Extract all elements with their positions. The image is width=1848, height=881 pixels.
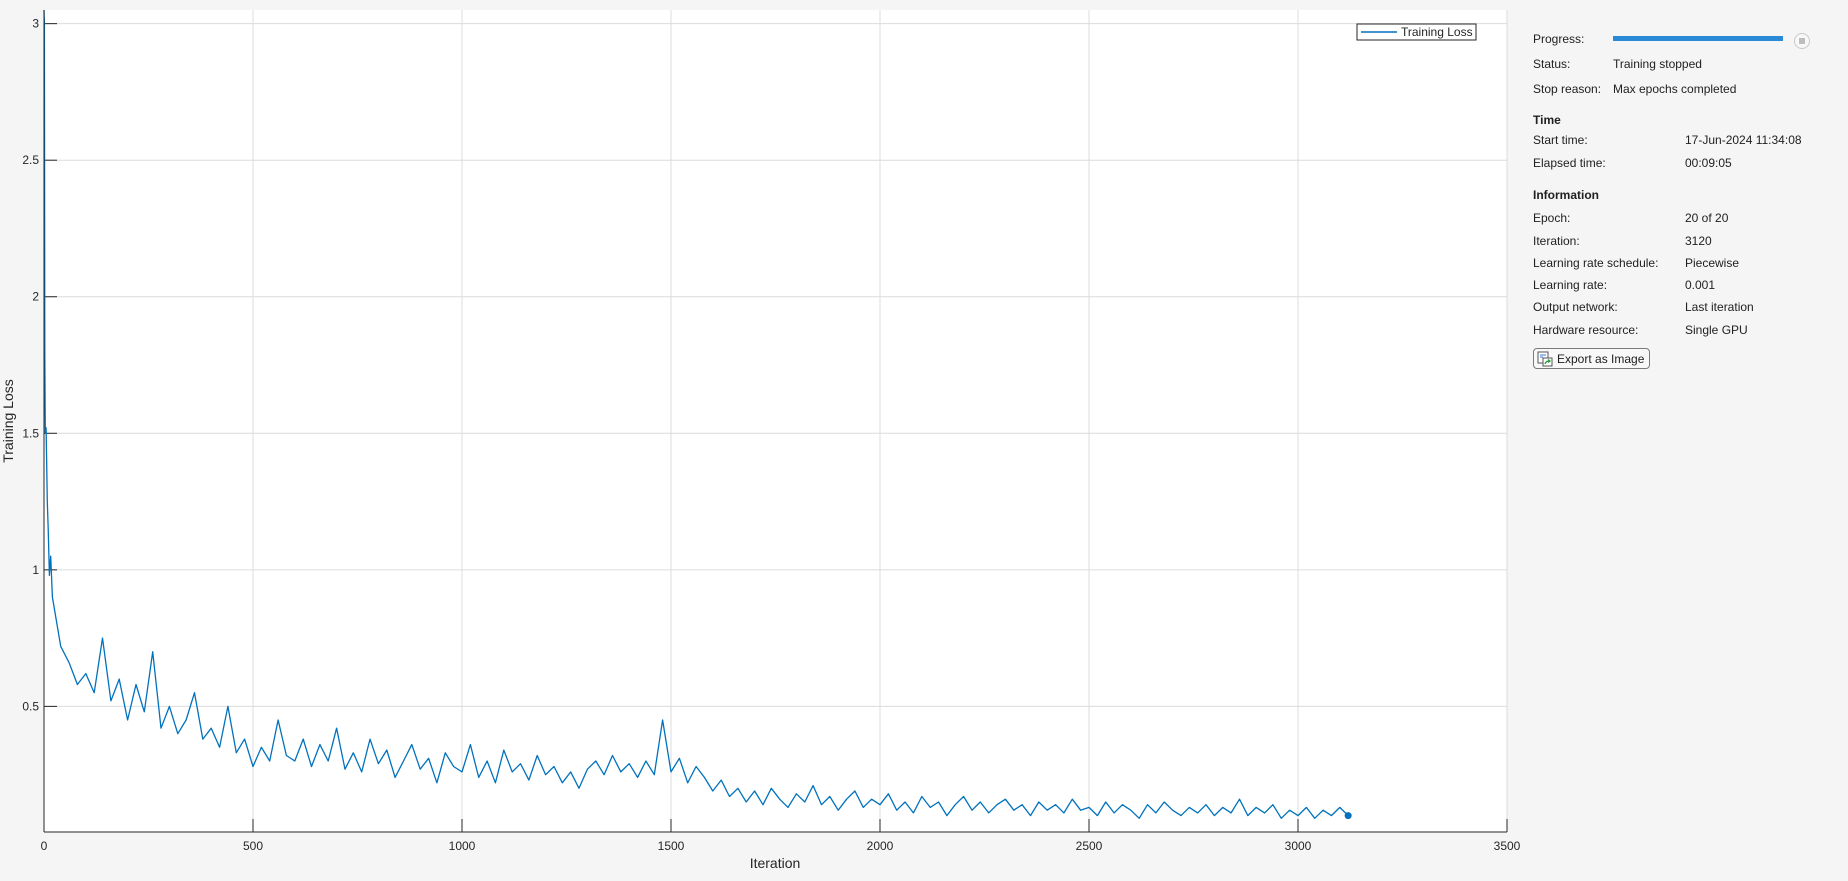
hardware-label: Hardware resource: [1533,323,1639,337]
training-loss-line [43,9,1349,819]
legend-label: Training Loss [1401,25,1473,39]
x-tick-label: 3500 [1494,839,1521,853]
plot-area [44,10,1507,832]
epoch-value: 20 of 20 [1685,211,1729,225]
status-value: Training stopped [1613,57,1702,71]
output-network-label: Output network: [1533,300,1618,314]
lr-schedule-label: Learning rate schedule: [1533,256,1659,270]
x-tick-label: 1500 [658,839,685,853]
y-tick-label: 2.5 [22,153,39,167]
x-tick-label: 500 [243,839,263,853]
y-tick-label: 3 [32,17,39,31]
y-tick-label: 2 [32,290,39,304]
progress-fill [1613,36,1783,41]
stop-circle-icon[interactable] [1794,33,1810,49]
learning-rate-label: Learning rate: [1533,278,1608,292]
y-axis-label: Training Loss [0,379,16,463]
y-tick-label: 0.5 [22,699,39,713]
stop-reason-value: Max epochs completed [1613,82,1737,96]
export-image-icon [1537,351,1553,366]
progress-label: Progress: [1533,32,1585,46]
y-tick-label: 1.5 [22,426,39,440]
x-tick-label: 0 [41,839,48,853]
start-time-label: Start time: [1533,133,1588,147]
elapsed-time-label: Elapsed time: [1533,156,1606,170]
legend-box [1356,23,1477,41]
output-network-value: Last iteration [1685,300,1754,314]
time-header: Time [1533,113,1561,127]
learning-rate-value: 0.001 [1685,278,1716,292]
iteration-label: Iteration: [1533,234,1580,248]
x-tick-label: 3000 [1285,839,1312,853]
x-axis-label: Iteration [750,855,801,871]
axis-ticks: 0 500 1000 1500 2000 2500 3000 3500 0.5 1 1.5 2 2.5 3 [22,17,1520,853]
hardware-value: Single GPU [1685,323,1748,337]
stop-reason-label: Stop reason: [1533,82,1602,96]
stop-square [1799,38,1805,44]
epoch-label: Epoch: [1533,211,1571,225]
progress-bar [1613,36,1783,41]
x-tick-label: 2500 [1076,839,1103,853]
x-tick-label: 1000 [449,839,476,853]
grid-lines [44,10,1508,832]
export-label: Export as Image [1557,351,1645,366]
lr-schedule-value: Piecewise [1685,256,1740,270]
last-point-marker [1344,812,1352,820]
iteration-value: 3120 [1685,234,1712,248]
y-tick-label: 1 [32,563,39,577]
elapsed-time-value: 00:09:05 [1685,156,1732,170]
start-time-value: 17-Jun-2024 11:34:08 [1685,133,1802,147]
export-as-image-button[interactable]: Export as Image [1533,348,1650,369]
legend: Training Loss [1356,23,1477,41]
status-label: Status: [1533,57,1571,71]
information-header: Information [1533,188,1599,202]
x-tick-label: 2000 [867,839,894,853]
